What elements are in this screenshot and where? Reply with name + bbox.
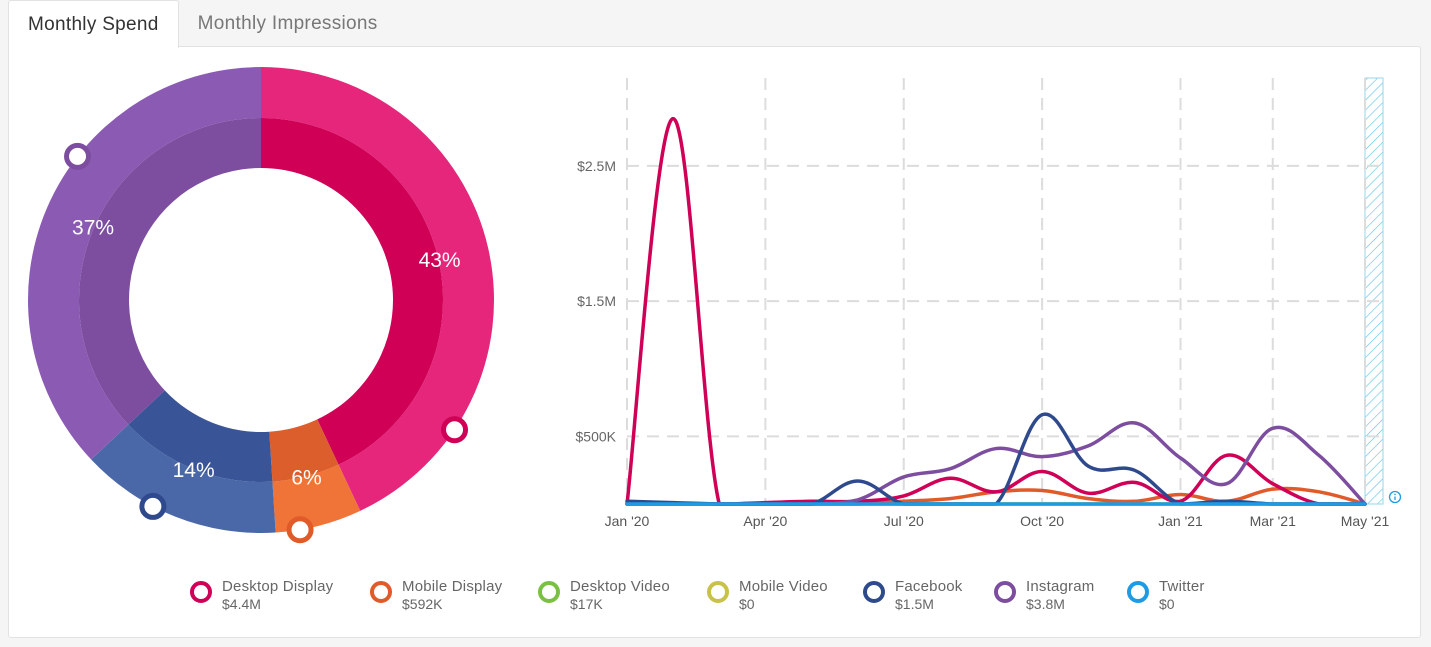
x-tick-label: Jan '21 — [1158, 513, 1203, 529]
y-tick-label: $500K — [576, 428, 617, 444]
legend-marker — [1127, 581, 1149, 603]
legend-item-instagram[interactable]: Instagram $3.8M — [994, 578, 1127, 613]
donut-slice-inner-instagram[interactable] — [78, 118, 261, 425]
series-line-desktop-display[interactable] — [625, 116, 1367, 506]
x-tick-label: Oct '20 — [1020, 513, 1064, 529]
donut-slice-outer-desktop-display[interactable] — [261, 67, 495, 511]
legend-value: $0 — [1159, 596, 1175, 612]
donut-chart: 43% 6% 14% 37% — [28, 66, 495, 544]
legend-value: $17K — [570, 596, 603, 612]
legend-value: $4.4M — [222, 596, 261, 612]
donut-percent-label: 14% — [173, 459, 215, 482]
donut-percent-label: 43% — [419, 249, 461, 272]
donut-marker-instagram[interactable] — [64, 142, 92, 170]
donut-slice-outer-facebook[interactable] — [91, 424, 276, 533]
tab-bar: Monthly Spend Monthly Impressions — [8, 0, 397, 48]
legend-label: Desktop Video — [570, 578, 670, 595]
donut-marker-desktop-display[interactable] — [441, 416, 469, 444]
donut-slice-inner-mobile-display[interactable] — [269, 419, 339, 482]
x-tick-label: Apr '20 — [743, 513, 787, 529]
legend-value: $0 — [739, 596, 755, 612]
x-tick-label: May '21 — [1341, 513, 1390, 529]
donut-slice-inner-desktop-display[interactable] — [261, 118, 443, 465]
legend-marker — [190, 581, 212, 603]
legend-label: Mobile Display — [402, 578, 503, 595]
legend-label: Mobile Video — [739, 578, 828, 595]
donut-percent-label: 6% — [291, 466, 321, 489]
line-chart: $500K $1.5M $2.5M Jan '20 Apr '20 Jul '20 Oct … — [576, 77, 1402, 529]
legend-value: $3.8M — [1026, 596, 1065, 612]
legend-label: Facebook — [895, 578, 963, 595]
donut-marker-mobile-display[interactable] — [286, 516, 314, 544]
donut-slice-outer-mobile-display[interactable] — [272, 464, 361, 533]
legend-item-desktop-display[interactable]: Desktop Display $4.4M — [190, 578, 370, 613]
donut-percent-label: 37% — [72, 216, 114, 239]
x-tick-label: Jul '20 — [884, 513, 924, 529]
x-tick-label: Jan '20 — [605, 513, 650, 529]
legend: Desktop Display $4.4M Mobile Display $59… — [190, 578, 1237, 613]
legend-item-desktop-video[interactable]: Desktop Video $17K — [538, 578, 707, 613]
legend-item-mobile-display[interactable]: Mobile Display $592K — [370, 578, 538, 613]
chart-panel — [8, 46, 1421, 638]
legend-value: $592K — [402, 596, 443, 612]
tab-monthly-impressions[interactable]: Monthly Impressions — [197, 13, 378, 34]
y-tick-label: $2.5M — [577, 158, 616, 174]
donut-marker-facebook[interactable] — [139, 492, 167, 520]
legend-marker — [538, 581, 560, 603]
legend-label: Instagram — [1026, 578, 1095, 595]
legend-marker — [994, 581, 1016, 603]
info-icon[interactable] — [1388, 490, 1402, 504]
legend-label: Twitter — [1159, 578, 1205, 595]
legend-marker — [707, 581, 729, 603]
legend-marker — [863, 581, 885, 603]
future-period-hatch — [1364, 77, 1384, 505]
legend-item-facebook[interactable]: Facebook $1.5M — [863, 578, 994, 613]
donut-slice-inner-facebook[interactable] — [128, 390, 273, 482]
legend-value: $1.5M — [895, 596, 934, 612]
y-tick-label: $1.5M — [577, 293, 616, 309]
legend-item-mobile-video[interactable]: Mobile Video $0 — [707, 578, 863, 613]
legend-item-twitter[interactable]: Twitter $0 — [1127, 578, 1237, 613]
info-icon-dot — [1394, 493, 1396, 496]
tab-monthly-spend[interactable]: Monthly Spend — [8, 0, 179, 48]
legend-marker — [370, 581, 392, 603]
x-tick-label: Mar '21 — [1250, 513, 1296, 529]
legend-label: Desktop Display — [222, 578, 334, 595]
